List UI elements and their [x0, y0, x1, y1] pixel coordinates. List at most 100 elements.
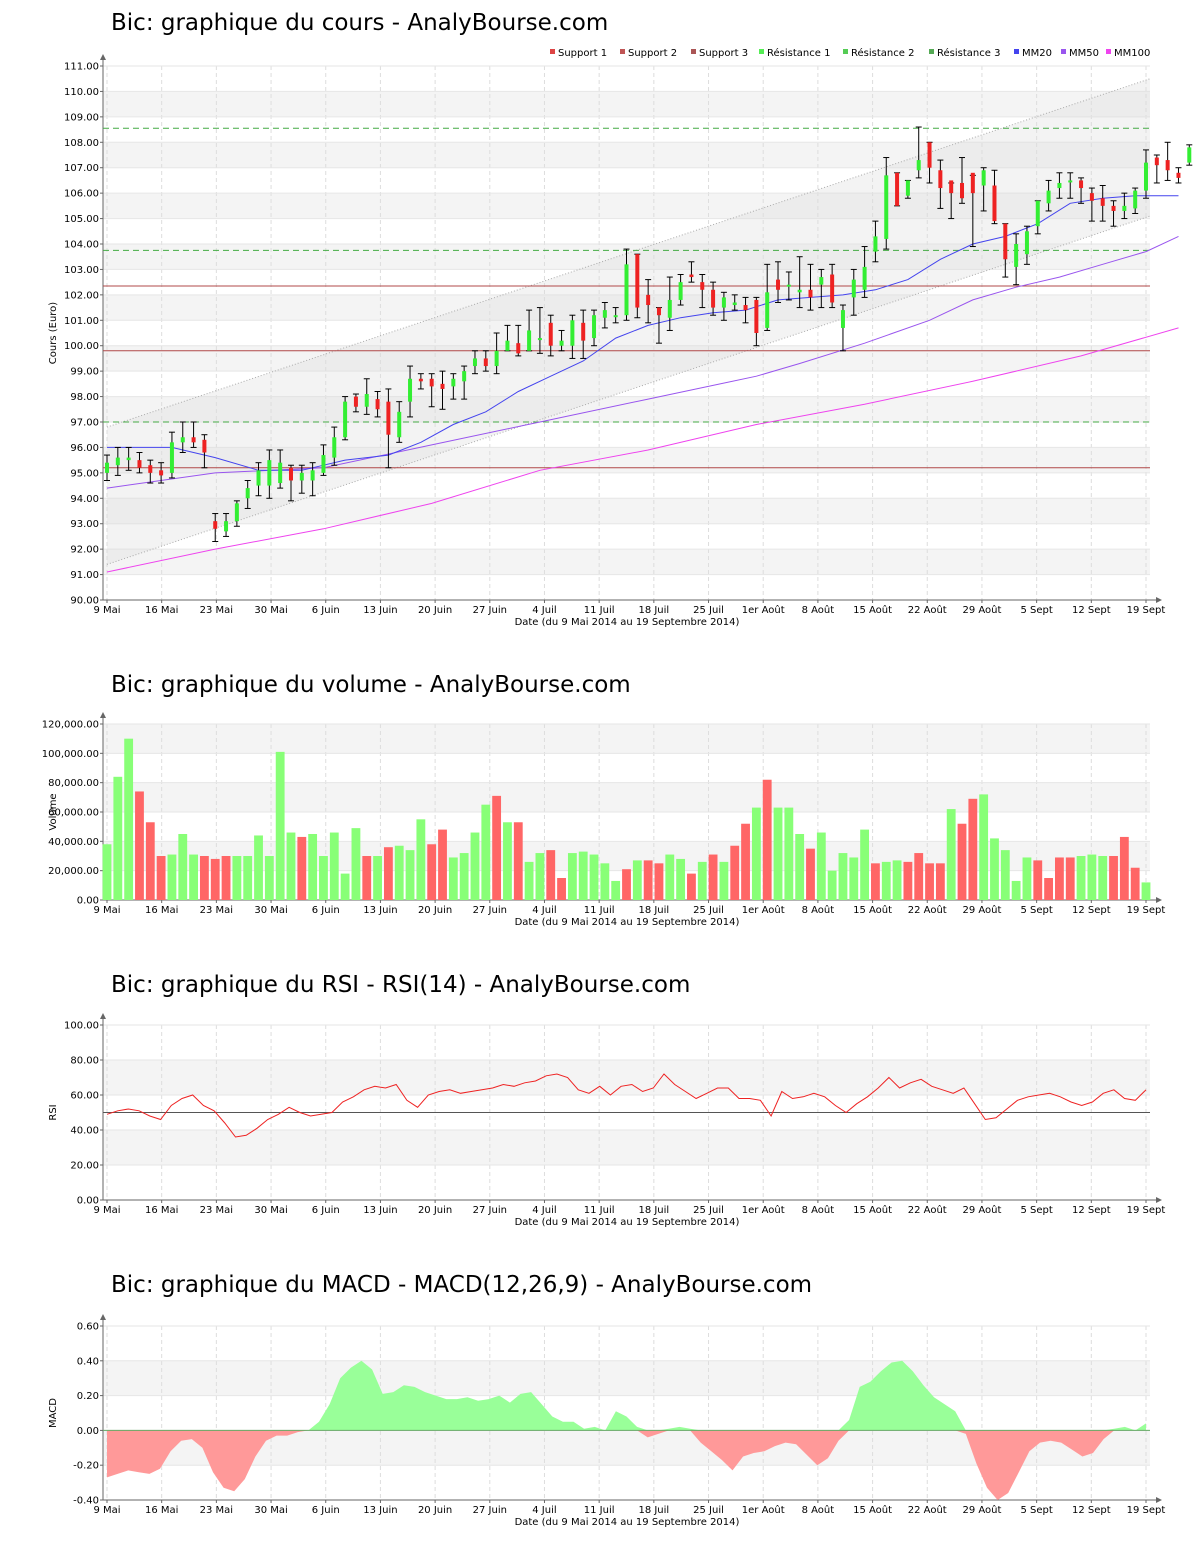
candle-body — [905, 180, 910, 196]
candle-body — [635, 254, 640, 308]
rsi-xtick-label: 15 Août — [853, 1204, 892, 1216]
rsi-xtick-label: 19 Sept — [1127, 1205, 1166, 1216]
volume-xtick-label: 29 Août — [962, 904, 1001, 916]
candle — [450, 373, 457, 400]
candle-body — [169, 442, 174, 473]
price-xtick-label: 4 Juil — [532, 605, 556, 616]
candle-body — [1057, 182, 1062, 189]
candle-body — [1024, 231, 1029, 255]
price-ytick-label: 98.00 — [70, 392, 99, 403]
price-xtick-label: 22 Août — [908, 604, 947, 616]
candle-body — [1100, 198, 1105, 206]
volume-bar — [503, 822, 512, 900]
candle — [818, 268, 825, 309]
candle — [277, 449, 284, 489]
volume-xtick-label: 23 Mai — [200, 905, 233, 916]
volume-bar — [459, 853, 469, 900]
volume-bar — [946, 809, 956, 900]
volume-bar — [719, 861, 729, 900]
candle-body — [375, 399, 380, 410]
candle-body — [1187, 147, 1192, 163]
price-chart-block: Bic: graphique du cours - AnalyBourse.co… — [0, 0, 1200, 640]
rsi-xtick-label: 5 Sept — [1020, 1205, 1052, 1216]
rsi-xtick-label: 1er Août — [742, 1204, 785, 1216]
volume-xtick-label: 19 Sept — [1127, 905, 1166, 916]
macd-yaxis-label: MACD — [48, 1398, 59, 1428]
candle — [807, 263, 814, 311]
price-ytick-label: 100.00 — [64, 341, 99, 352]
volume-bar — [1044, 878, 1054, 900]
candle — [471, 350, 478, 375]
macd-positive-area — [107, 1360, 1146, 1431]
volume-bar — [362, 856, 372, 900]
legend-label: Résistance 2 — [851, 47, 914, 59]
candle — [407, 365, 414, 418]
volume-bar — [264, 856, 274, 900]
candle-body — [224, 521, 229, 532]
candle-body — [602, 310, 607, 318]
macd-xaxis-arrow — [1156, 1497, 1162, 1503]
volume-bar — [297, 836, 307, 900]
legend-label: Support 1 — [558, 48, 607, 59]
candle-body — [689, 274, 694, 278]
price-chart: 90.00 91.00 92.00 93.00 94.00 95.00 96.00 97.00… — [48, 47, 1193, 628]
volume-bar — [156, 856, 166, 900]
candle-body — [1165, 160, 1170, 171]
volume-bar — [557, 878, 566, 900]
candle-body — [1176, 172, 1181, 178]
candle-body — [754, 299, 759, 333]
macd-negative-area — [107, 1430, 1146, 1500]
candle — [612, 307, 619, 324]
candle-body — [776, 279, 781, 290]
volume-bar — [492, 795, 502, 900]
candle-body — [299, 472, 304, 481]
volume-bar — [968, 798, 978, 900]
volume-bar — [199, 856, 209, 900]
candle — [201, 434, 208, 469]
volume-bar — [589, 854, 599, 900]
rsi-ytick-label: 80.00 — [70, 1056, 99, 1067]
price-band — [103, 91, 1150, 117]
candle — [342, 396, 349, 441]
volume-bar — [1109, 856, 1118, 900]
candle — [352, 393, 359, 413]
candle — [417, 373, 424, 390]
macd-xtick-label: 16 Mai — [145, 1505, 178, 1516]
candle-body — [126, 457, 131, 461]
volume-bar — [784, 807, 794, 900]
volume-bar — [654, 863, 664, 900]
rsi-xtick-label: 27 Juin — [473, 1205, 507, 1216]
rsi-xtick-label: 25 Juil — [693, 1205, 724, 1216]
price-xtick-label: 15 Août — [853, 604, 892, 616]
volume-bar — [416, 819, 426, 900]
price-ytick-label: 99.00 — [70, 367, 99, 378]
price-xaxis-label: Date (du 9 Mai 2014 au 19 Septembre 2014… — [515, 617, 740, 628]
candle — [1067, 172, 1074, 199]
legend-label: MM50 — [1069, 48, 1099, 59]
candle-body — [1014, 244, 1019, 267]
price-ytick-label: 91.00 — [70, 570, 99, 581]
legend-swatch — [1106, 49, 1111, 54]
legend-label: MM100 — [1114, 48, 1150, 59]
volume-bar — [708, 854, 718, 900]
macd-xtick-label: 13 Juin — [363, 1505, 397, 1516]
volume-bar — [795, 834, 805, 900]
macd-xtick-label: 9 Mai — [93, 1505, 120, 1516]
rsi-xaxis-label: Date (du 9 Mai 2014 au 19 Septembre 2014… — [515, 1217, 740, 1228]
candle-body — [981, 170, 986, 186]
candle — [991, 169, 998, 225]
volume-bar — [1076, 856, 1086, 900]
candle-body — [278, 462, 283, 484]
price-chart-title: Bic: graphique du cours - AnalyBourse.co… — [111, 10, 609, 36]
price-xtick-label: 1er Août — [742, 604, 785, 616]
volume-xtick-label: 20 Juin — [418, 905, 452, 916]
candle — [1078, 177, 1085, 204]
volume-bar — [806, 848, 815, 900]
volume-xaxis-label: Date (du 9 Mai 2014 au 19 Septembre 2014… — [515, 917, 740, 928]
macd-xtick-label: 8 Août — [802, 1504, 835, 1516]
candle-body — [559, 340, 564, 346]
candle — [1132, 187, 1139, 214]
macd-xtick-label: 6 Juin — [312, 1505, 340, 1516]
legend-swatch — [759, 49, 764, 54]
candle — [915, 126, 922, 179]
